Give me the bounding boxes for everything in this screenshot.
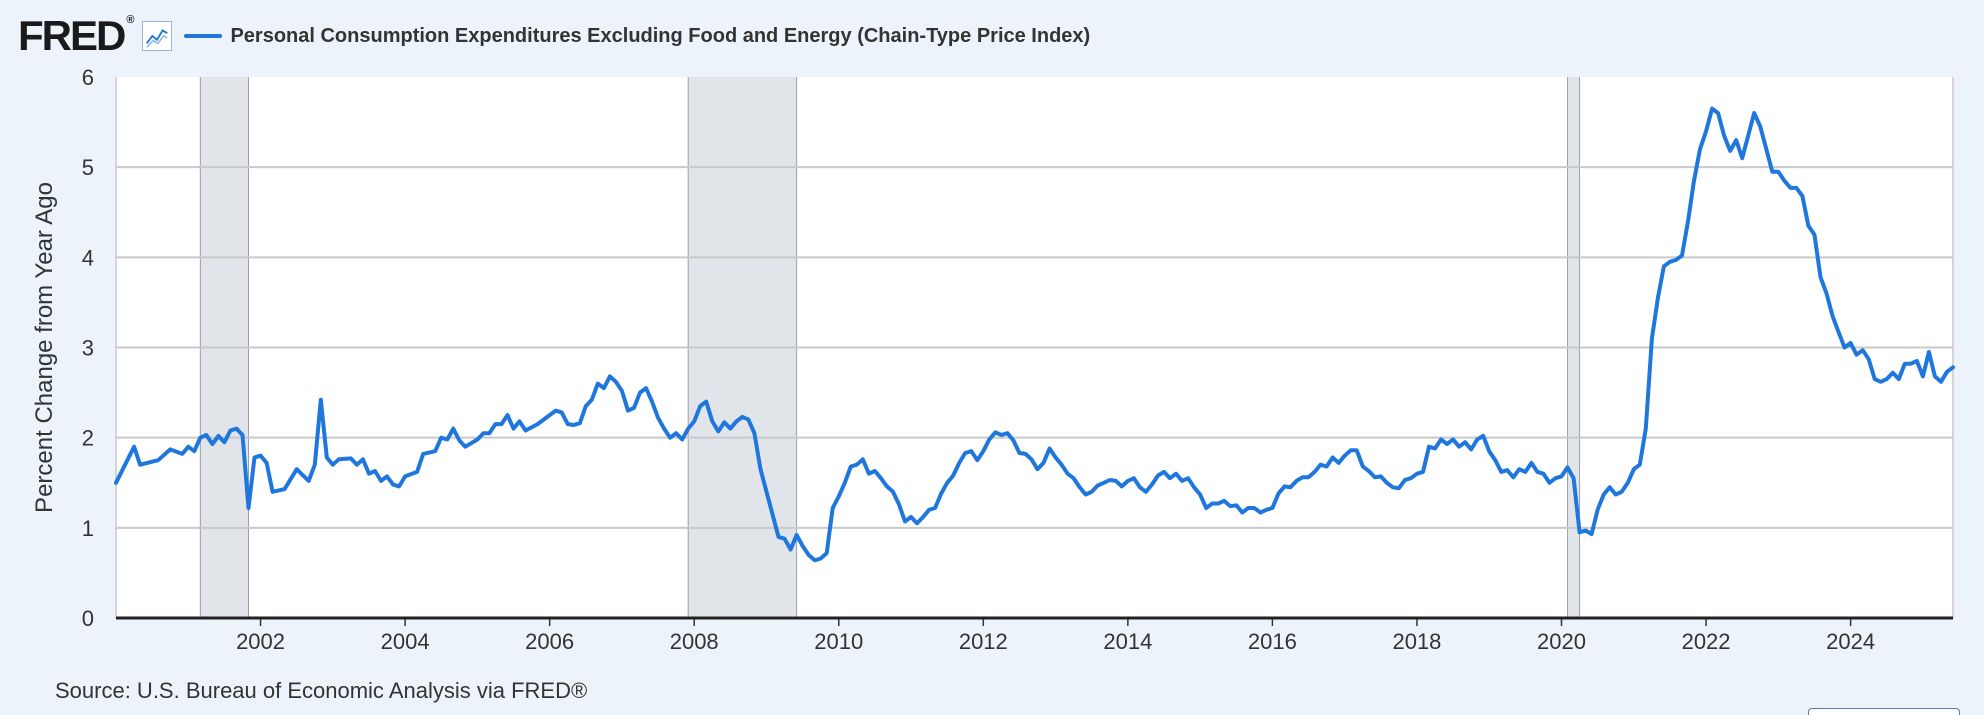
x-tick-label: 2016	[1248, 629, 1297, 654]
series-title[interactable]: Personal Consumption Expenditures Exclud…	[230, 24, 1091, 47]
series-line	[114, 106, 1955, 563]
legend-swatch	[184, 34, 223, 38]
x-tick-label: 2022	[1682, 629, 1731, 654]
export-button[interactable]	[1808, 708, 1960, 715]
chart-header: FRED ® Personal Consumption Expenditures …	[18, 8, 1090, 64]
x-tick-label: 2004	[381, 629, 430, 654]
source-note: Source: U.S. Bureau of Economic Analysis…	[55, 678, 588, 703]
y-tick-label: 1	[82, 516, 94, 541]
x-tick-label: 2010	[814, 629, 863, 654]
x-tick-label: 2012	[959, 629, 1008, 654]
logo-registered-mark: ®	[126, 14, 134, 26]
x-tick-label: 2024	[1826, 629, 1875, 654]
y-axis-label: Percent Change from Year Ago	[31, 182, 58, 513]
y-tick-label: 6	[82, 65, 94, 90]
x-tick-label: 2008	[670, 629, 719, 654]
y-tick-label: 5	[82, 155, 94, 180]
logo-text: FRED	[18, 12, 126, 59]
line-chart-icon[interactable]	[142, 21, 173, 51]
y-tick-label: 4	[82, 245, 94, 270]
fred-logo[interactable]: FRED ®	[18, 12, 134, 59]
y-tick-label: 2	[82, 426, 94, 451]
x-tick-label: 2020	[1537, 629, 1586, 654]
x-tick-label: 2014	[1103, 629, 1152, 654]
y-tick-label: 0	[82, 606, 94, 631]
x-tick-label: 2006	[525, 629, 574, 654]
x-tick-label: 2018	[1392, 629, 1441, 654]
x-tick-label: 2002	[236, 629, 285, 654]
y-tick-label: 3	[82, 336, 94, 361]
